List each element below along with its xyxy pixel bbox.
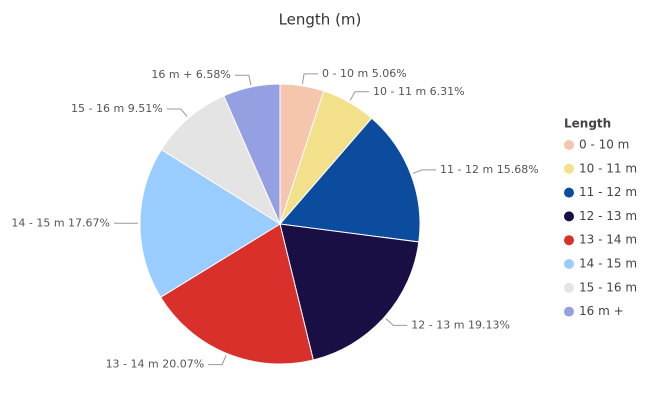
legend-label: 0 - 10 m: [579, 138, 629, 152]
leader-line: [166, 108, 188, 117]
legend-swatch: [564, 163, 574, 174]
slice-label: 15 - 16 m 9.51%: [71, 102, 163, 115]
legend-label: 10 - 11 m: [579, 161, 637, 175]
slice-value: 6.31%: [430, 85, 465, 98]
legend-swatch: [564, 259, 574, 269]
legend-swatch: [564, 187, 574, 198]
leader-line: [208, 355, 227, 366]
slice-value: 19.13%: [468, 318, 510, 331]
leader-line: [412, 169, 437, 174]
slice-value: 9.51%: [128, 102, 163, 115]
legend-swatch: [564, 306, 574, 317]
legend-title: Length: [564, 117, 611, 131]
slice-label: 16 m + 6.58%: [151, 68, 230, 81]
leader-line: [301, 73, 319, 84]
slice-value: 5.06%: [372, 67, 407, 80]
legend-swatch: [564, 211, 574, 222]
slice-category: 16 m +: [151, 68, 192, 81]
pie-slice: [160, 95, 282, 226]
legend-label: 11 - 12 m: [579, 185, 637, 199]
slice-label: 13 - 14 m 20.07%: [106, 358, 205, 371]
slice-value: 6.58%: [196, 68, 231, 81]
legend-label: 16 m +: [579, 304, 624, 318]
legend-swatch: [564, 282, 574, 293]
pie-slice: [279, 223, 420, 361]
slice-category: 0 - 10 m: [322, 67, 368, 80]
legend-label: 15 - 16 m: [579, 280, 637, 294]
slice-value: 20.07%: [162, 358, 204, 371]
legend-label: 13 - 14 m: [579, 233, 637, 247]
slice-label: 12 - 13 m 19.13%: [411, 318, 510, 331]
chart-title: Length (m): [279, 11, 362, 29]
slice-value: 17.67%: [68, 216, 110, 229]
leader-line: [349, 91, 370, 101]
slice-label: 0 - 10 m 5.06%: [322, 67, 407, 80]
pie-slice: [223, 83, 281, 225]
slice-category: 12 - 13 m: [411, 318, 464, 331]
slice-label: 14 - 15 m 17.67%: [11, 216, 110, 229]
leader-line: [234, 74, 252, 86]
legend-swatch: [564, 140, 574, 150]
slice-label: 11 - 12 m 15.68%: [440, 163, 539, 176]
slice-category: 11 - 12 m: [440, 163, 493, 176]
slice-category: 13 - 14 m: [106, 358, 159, 371]
leader-line: [385, 318, 408, 326]
pie-slice: [159, 223, 314, 365]
pie-slice: [139, 148, 281, 298]
slice-category: 10 - 11 m: [373, 85, 426, 98]
legend-label: 12 - 13 m: [579, 209, 637, 223]
slice-value: 15.68%: [497, 163, 539, 176]
slice-category: 14 - 15 m: [11, 216, 64, 229]
legend-swatch: [564, 235, 574, 246]
pie-slice: [279, 117, 421, 243]
slice-category: 15 - 16 m: [71, 102, 124, 115]
slice-label: 10 - 11 m 6.31%: [373, 85, 465, 98]
legend-label: 14 - 15 m: [579, 257, 637, 271]
